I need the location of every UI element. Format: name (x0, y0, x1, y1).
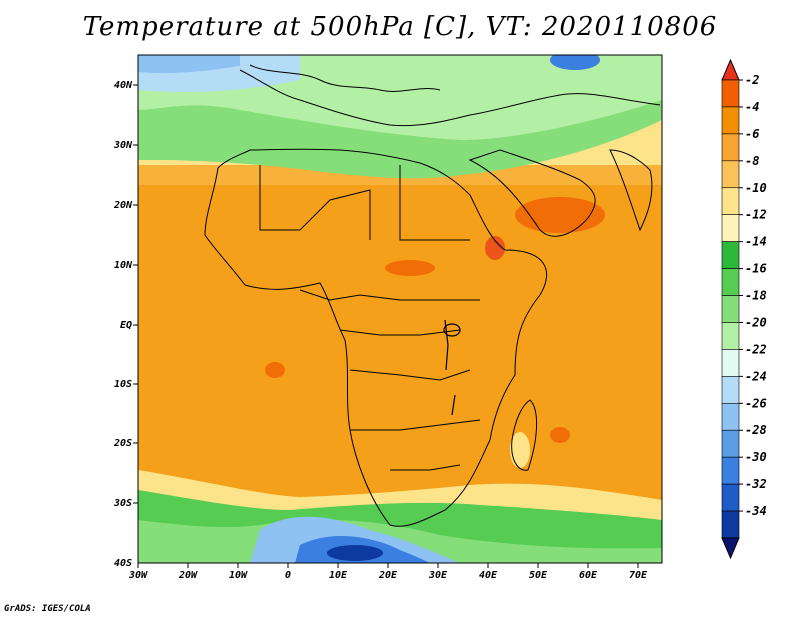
colorbar-swatch (721, 187, 740, 216)
colorbar-swatch (721, 106, 740, 135)
colorbar-label: -24 (745, 369, 767, 383)
lat-tick-label: EQ (120, 320, 132, 331)
colorbar: -2 -4 -6 -8 -10 -12 -14 -16 -18 -20 -22 -24 -26 -28 -3… (721, 58, 767, 560)
colorbar-label: -26 (745, 396, 767, 410)
lat-tick-label: 10N (114, 260, 133, 271)
colorbar-label: -4 (745, 100, 759, 114)
colorbar-label: -16 (745, 262, 767, 276)
colorbar-swatch (721, 322, 740, 350)
colorbar-swatch (721, 376, 740, 404)
lat-tick-label: 40N (114, 80, 133, 91)
colorbar-label: -20 (745, 315, 767, 329)
map-frame (137, 54, 663, 564)
colorbar-label: -28 (745, 423, 767, 437)
colorbar-swatch (721, 214, 740, 242)
colorbar-bottom-arrow (721, 537, 740, 560)
colorbar-label: -8 (745, 154, 759, 168)
colorbar-label: -2 (745, 73, 759, 87)
colorbar-label: -22 (745, 342, 767, 356)
colorbar-swatch (721, 349, 740, 377)
lon-tick-label: 20E (378, 570, 398, 581)
colorbar-label: -18 (745, 289, 767, 303)
lon-tick-label: 0 (285, 570, 291, 581)
lat-tick-label: 30S (113, 498, 132, 509)
colorbar-swatch (721, 483, 740, 512)
lat-tick-label: 20N (113, 200, 133, 211)
colorbar-label: -10 (745, 181, 767, 195)
colorbar-swatch (721, 429, 740, 458)
colorbar-label: -12 (745, 208, 767, 222)
lon-tick-label: 10W (229, 570, 248, 581)
colorbar-label: -6 (745, 127, 759, 141)
lon-tick-label: 30E (428, 570, 448, 581)
lon-tick-label: 70E (629, 570, 648, 581)
lon-tick-label: 20W (178, 570, 198, 581)
lon-tick-label: 40E (479, 570, 498, 581)
lon-tick-label: 10E (329, 570, 348, 581)
lat-tick-label: 20S (113, 438, 132, 449)
temperature-field (138, 55, 662, 563)
colorbar-top-arrow (721, 58, 740, 81)
colorbar-swatch (721, 510, 740, 539)
map-title: Temperature at 500hPa [C], VT: 202011080… (82, 12, 718, 42)
colorbar-label: -30 (745, 450, 767, 464)
colorbar-swatch (721, 241, 740, 269)
footer-credit: GrADS: IGES/COLA (4, 604, 91, 614)
lon-tick-label: 50E (529, 570, 548, 581)
lat-tick-label: 30N (113, 140, 133, 151)
colorbar-swatch (721, 295, 740, 323)
colorbar-swatch (721, 79, 740, 108)
lon-tick-label: 30W (128, 570, 148, 581)
lon-tick-label: 60E (579, 570, 598, 581)
colorbar-swatch (721, 456, 740, 485)
colorbar-swatch (721, 160, 740, 189)
colorbar-swatch (721, 133, 740, 162)
lat-tick-label: 10S (114, 379, 132, 390)
colorbar-label: -32 (745, 477, 767, 491)
colorbar-swatch (721, 268, 740, 296)
lat-tick-label: 40S (114, 558, 132, 569)
colorbar-label: -14 (745, 235, 767, 249)
colorbar-swatch (721, 402, 740, 431)
colorbar-label: -34 (745, 504, 767, 518)
